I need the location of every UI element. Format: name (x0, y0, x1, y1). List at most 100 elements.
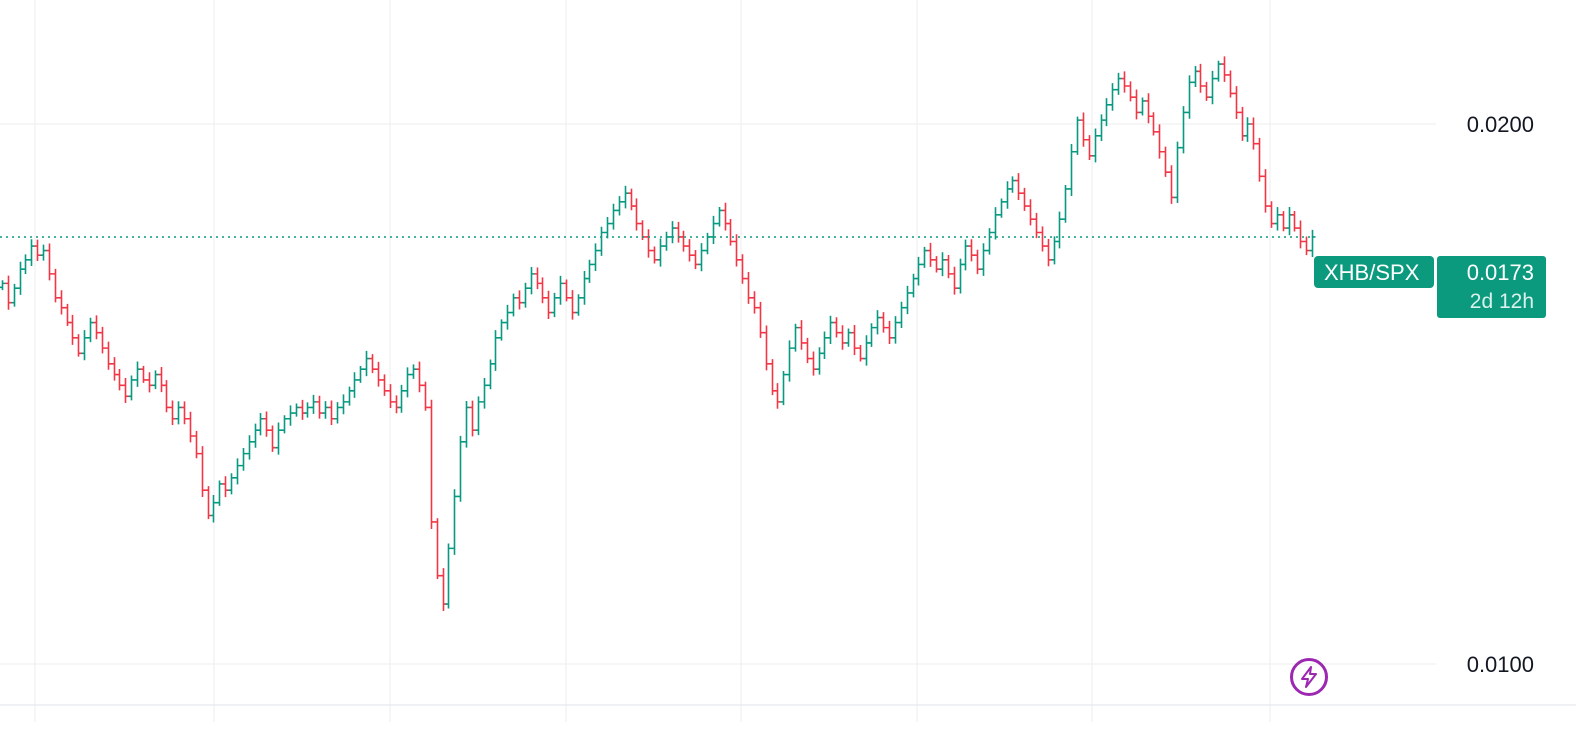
ohlc-bar (716, 207, 723, 227)
ohlc-bar (886, 320, 893, 344)
ohlc-bar (1103, 98, 1110, 127)
ohlc-bar (134, 361, 141, 387)
ohlc-bar (939, 252, 946, 277)
ohlc-bar (181, 401, 188, 425)
ohlc-bar (87, 317, 94, 343)
ohlc-bar (1197, 63, 1204, 93)
ohlc-bar (933, 256, 940, 273)
ohlc-bar (868, 323, 875, 347)
ohlc-bar (1250, 117, 1257, 150)
ohlc-bar (569, 290, 576, 320)
ohlc-bar (1274, 207, 1281, 231)
ohlc-bar (751, 291, 758, 314)
ohlc-bar (340, 394, 347, 415)
ohlc-bar (1215, 60, 1222, 82)
ohlc-bar (833, 317, 840, 338)
ohlc-bar (422, 381, 429, 411)
ohlc-bar (457, 435, 464, 502)
ohlc-bar (628, 188, 635, 211)
ohlc-bar (1162, 146, 1169, 177)
ohlc-bar (293, 403, 300, 417)
ohlc-bar (663, 231, 670, 251)
ohlc-bar (522, 282, 529, 308)
price-axis[interactable]: 0.0200 0.0100 (1467, 112, 1534, 677)
ohlc-bar (81, 330, 88, 361)
ohlc-bar (810, 351, 817, 376)
ohlc-bar (986, 228, 993, 255)
ohlc-bar (622, 185, 629, 209)
ohlc-bar (257, 413, 264, 436)
ohlc-bar (769, 359, 776, 396)
ohlc-bar (757, 301, 764, 338)
ohlc-bar (504, 304, 511, 330)
ohlc-bar (69, 314, 76, 345)
ohlc-bar (75, 334, 82, 357)
ohlc-bar (34, 239, 41, 261)
ohlc-bar (1045, 239, 1052, 267)
flash-icon[interactable] (1290, 658, 1328, 696)
ohlc-bar (510, 293, 517, 317)
ohlc-bar (557, 275, 564, 305)
ohlc-bar (116, 368, 123, 391)
ohlc-bar (798, 320, 805, 350)
ohlc-bar (874, 310, 881, 335)
ohlc-bar (146, 372, 153, 393)
ohlc-bar (105, 341, 112, 370)
ohlc-bar (581, 270, 588, 305)
ohlc-bar (851, 324, 858, 356)
ohlc-bar (1150, 112, 1157, 136)
ohlc-bar (910, 273, 917, 298)
ohlc-bar (698, 243, 705, 272)
ohlc-bar (545, 290, 552, 320)
ohlc-bar (322, 401, 329, 419)
ohlc-bar (11, 283, 18, 307)
ohlc-bar (0, 280, 6, 291)
ohlc-bar (845, 328, 852, 347)
ohlc-bar (58, 290, 65, 315)
ohlc-bar (1015, 173, 1022, 200)
ohlc-bar (980, 243, 987, 276)
ohlc-bar (210, 494, 217, 523)
ohlc-bar (1098, 114, 1105, 141)
ohlc-bar (22, 254, 29, 275)
ohlc-bar (269, 425, 276, 452)
ohlc-bar (880, 312, 887, 333)
ohlc-bar (733, 234, 740, 267)
ohlc-bar (463, 401, 470, 448)
ohlc-bar (287, 405, 294, 426)
ohlc-bar (1009, 176, 1016, 193)
ohlc-bar (680, 230, 687, 252)
ohlc-bar (1109, 83, 1116, 111)
ohlc-bar (398, 384, 405, 413)
ohlc-bar (346, 386, 353, 406)
ohlc-bar (1133, 89, 1140, 120)
ohlc-bar (992, 207, 999, 240)
ohlc-bar (1209, 70, 1216, 105)
ohlc-bar (445, 543, 452, 609)
ohlc-bar (1168, 165, 1175, 204)
ohlc-bar (275, 422, 282, 455)
ohlc-bar (404, 367, 411, 398)
ohlc-bar (1074, 116, 1081, 155)
ohlc-bar (169, 400, 176, 426)
ohlc-bar (1062, 185, 1069, 223)
ohlc-bar (857, 344, 864, 362)
ohlc-bar (534, 267, 541, 290)
ohlc-bar (998, 198, 1005, 218)
symbol-tag: XHB/SPX (1314, 256, 1434, 288)
ohlc-bar (1068, 144, 1075, 196)
ohlc-bar (704, 232, 711, 255)
ohlc-bar (1244, 117, 1251, 142)
ohlc-bar (974, 249, 981, 275)
ohlc-bar (216, 480, 223, 506)
ohlc-bar (1115, 72, 1122, 95)
ohlc-bar (310, 394, 317, 414)
ohlc-bar (1039, 226, 1046, 252)
ohlc-bar (792, 323, 799, 352)
ohlc-bar (1174, 141, 1181, 204)
ohlc-bar (469, 400, 476, 437)
ohlc-bar (915, 256, 922, 286)
ohlc-bar (528, 267, 535, 295)
ohlc-bar (1145, 93, 1152, 124)
